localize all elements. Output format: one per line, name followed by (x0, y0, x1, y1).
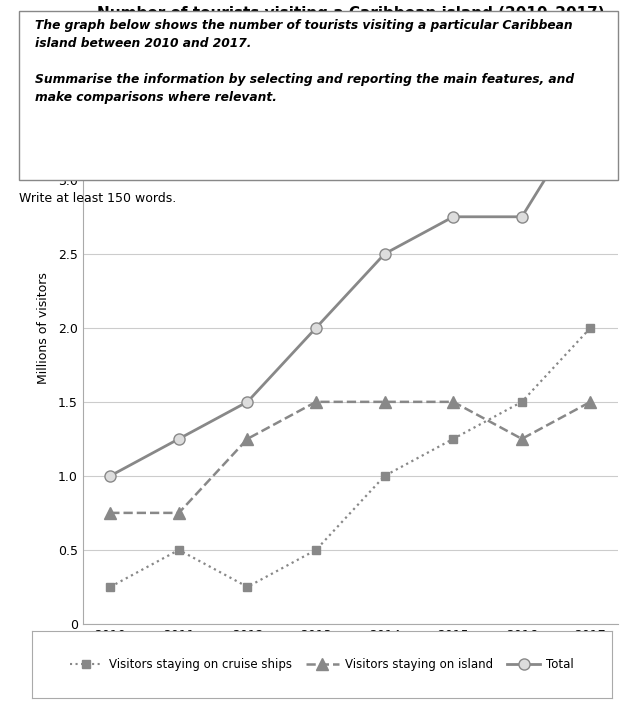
Y-axis label: Millions of visitors: Millions of visitors (36, 272, 50, 384)
Text: The graph below shows the number of tourists visiting a particular Caribbean
isl: The graph below shows the number of tour… (35, 19, 574, 104)
Title: Number of tourists visiting a Caribbean island (2010–2017): Number of tourists visiting a Caribbean … (97, 6, 604, 21)
Text: Write at least 150 words.: Write at least 150 words. (19, 192, 176, 205)
Legend: Visitors staying on cruise ships, Visitors staying on island, Total: Visitors staying on cruise ships, Visito… (65, 654, 578, 675)
